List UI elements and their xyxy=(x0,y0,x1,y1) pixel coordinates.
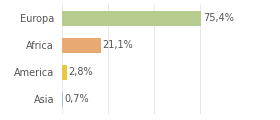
Text: 0,7%: 0,7% xyxy=(65,94,89,104)
Bar xyxy=(62,92,63,107)
Bar xyxy=(62,38,101,53)
Bar xyxy=(62,65,67,80)
Text: 2,8%: 2,8% xyxy=(69,67,93,77)
Bar xyxy=(62,11,201,26)
Text: 21,1%: 21,1% xyxy=(102,40,133,50)
Text: 75,4%: 75,4% xyxy=(203,13,234,23)
